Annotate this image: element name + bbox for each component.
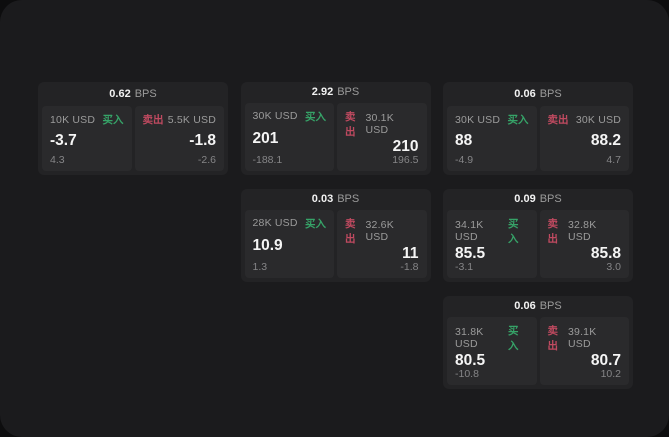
- spread-value: 0.03: [311, 193, 334, 206]
- spread-value: 0.09: [514, 193, 536, 206]
- quote-card: 2.92 BPS 30K USD 买入 201 -188.1 卖出 30.1K …: [240, 82, 431, 175]
- buy-delta: 1.3: [252, 261, 268, 273]
- sell-label: 卖出: [345, 217, 356, 245]
- buy-delta: -188.1: [252, 154, 283, 166]
- quote-card: 0.06 BPS 31.8K USD 买入 80.5 -10.8 卖出 39.1…: [443, 296, 633, 389]
- buy-label: 买入: [507, 114, 529, 126]
- quote-tiles: 31.8K USD 买入 80.5 -10.8 卖出 39.1K USD 80.…: [447, 316, 629, 385]
- sell-price: -1.8: [189, 131, 216, 149]
- sell-notional: 5.5K USD: [167, 113, 216, 126]
- buy-delta: -4.9: [455, 154, 474, 166]
- buy-label: 买入: [305, 217, 326, 230]
- buy-label: 买入: [102, 114, 124, 126]
- buy-price: 201: [252, 130, 279, 147]
- quote-tiles: 28K USD 买入 10.9 1.3 卖出 32.6K USD 11 -1.8: [244, 209, 427, 278]
- spread-header: 0.62 BPS: [42, 82, 224, 106]
- spread-value: 0.06: [514, 88, 536, 100]
- sell-tile[interactable]: 卖出 39.1K USD 80.7 10.2: [539, 316, 629, 385]
- quote-tiles: 34.1K USD 买入 85.5 -3.1 卖出 32.8K USD 85.8…: [447, 209, 629, 278]
- buy-label: 买入: [508, 217, 519, 245]
- quote-tiles: 30K USD 买入 88 -4.9 卖出 30K USD 88.2 4.7: [447, 106, 629, 171]
- quote-card: 0.03 BPS 28K USD 买入 10.9 1.3 卖出 32.6K US…: [240, 189, 431, 282]
- sell-label: 卖出: [142, 114, 164, 126]
- buy-notional: 10K USD: [50, 113, 96, 126]
- sell-delta: 196.5: [392, 154, 419, 166]
- buy-tile[interactable]: 31.8K USD 买入 80.5 -10.8: [447, 316, 537, 385]
- spread-unit-label: BPS: [134, 88, 157, 100]
- sell-delta: -2.6: [197, 154, 216, 166]
- sell-notional: 30K USD: [575, 113, 621, 126]
- sell-notional: 32.6K USD: [365, 218, 394, 243]
- spread-header: 0.06 BPS: [447, 82, 629, 106]
- buy-price: 10.9: [252, 237, 283, 254]
- spread-value: 0.62: [109, 88, 131, 100]
- buy-label: 买入: [305, 110, 326, 123]
- sell-tile[interactable]: 卖出 30K USD 88.2 4.7: [539, 106, 629, 171]
- spread-unit-label: BPS: [337, 86, 360, 99]
- sell-tile[interactable]: 卖出 30.1K USD 210 196.5: [337, 102, 427, 171]
- buy-price: 85.5: [455, 244, 486, 262]
- spread-header: 0.06 BPS: [447, 296, 629, 317]
- sell-tile[interactable]: 卖出 32.8K USD 85.8 3.0: [539, 209, 629, 278]
- quote-card: 0.06 BPS 30K USD 买入 88 -4.9 卖出 30K USD 8…: [443, 82, 633, 175]
- quote-card: 0.62 BPS 10K USD 买入 -3.7 4.3 卖出 5.5K USD…: [38, 82, 228, 175]
- buy-delta: 4.3: [50, 154, 65, 166]
- spread-header: 2.92 BPS: [245, 82, 427, 103]
- sell-price: 80.7: [590, 351, 621, 369]
- buy-notional: 30K USD: [252, 110, 298, 122]
- sell-notional: 32.8K USD: [567, 218, 597, 243]
- spread-value: 2.92: [311, 86, 334, 99]
- quote-tiles: 30K USD 买入 201 -188.1 卖出 30.1K USD 210 1…: [244, 102, 427, 171]
- buy-notional: 31.8K USD: [455, 325, 484, 350]
- buy-notional: 34.1K USD: [455, 218, 484, 243]
- sell-tile[interactable]: 卖出 32.6K USD 11 -1.8: [337, 209, 427, 278]
- sell-tile[interactable]: 卖出 5.5K USD -1.8 -2.6: [134, 106, 224, 171]
- quote-tiles: 10K USD 买入 -3.7 4.3 卖出 5.5K USD -1.8 -2.…: [42, 106, 224, 171]
- sell-label: 卖出: [547, 114, 569, 126]
- sell-delta: -1.8: [400, 261, 419, 273]
- buy-label: 买入: [508, 324, 519, 352]
- sell-delta: 4.7: [606, 154, 621, 166]
- spread-unit-label: BPS: [539, 88, 562, 100]
- buy-delta: -10.8: [455, 368, 479, 380]
- sell-delta: 10.2: [600, 368, 621, 380]
- buy-price: 88: [455, 131, 473, 149]
- sell-label: 卖出: [547, 217, 559, 245]
- buy-tile[interactable]: 30K USD 买入 201 -188.1: [244, 102, 334, 171]
- sell-notional: 39.1K USD: [567, 325, 597, 350]
- buy-tile[interactable]: 10K USD 买入 -3.7 4.3: [42, 106, 132, 171]
- spread-value: 0.06: [514, 300, 536, 313]
- buy-tile[interactable]: 30K USD 买入 88 -4.9: [447, 106, 537, 171]
- sell-delta: 3.0: [606, 261, 621, 273]
- quote-cards-grid: 0.62 BPS 10K USD 买入 -3.7 4.3 卖出 5.5K USD…: [38, 82, 633, 389]
- quote-card: 0.09 BPS 34.1K USD 买入 85.5 -3.1 卖出 32.8K…: [443, 189, 633, 282]
- sell-price: 85.8: [590, 244, 621, 262]
- spread-unit-label: BPS: [337, 193, 360, 206]
- buy-price: 80.5: [455, 351, 486, 369]
- buy-price: -3.7: [50, 131, 77, 149]
- sell-label: 卖出: [345, 110, 356, 138]
- buy-tile[interactable]: 28K USD 买入 10.9 1.3: [244, 209, 334, 278]
- buy-delta: -3.1: [455, 261, 474, 273]
- sell-notional: 30.1K USD: [365, 111, 394, 136]
- spread-header: 0.09 BPS: [447, 189, 629, 210]
- sell-price: 88.2: [590, 131, 621, 149]
- buy-notional: 28K USD: [252, 217, 298, 229]
- sell-label: 卖出: [547, 324, 559, 352]
- spread-header: 0.03 BPS: [245, 189, 427, 210]
- sell-price: 11: [402, 244, 419, 262]
- buy-tile[interactable]: 34.1K USD 买入 85.5 -3.1: [447, 209, 537, 278]
- spread-unit-label: BPS: [539, 300, 562, 313]
- sell-price: 210: [392, 137, 419, 155]
- buy-notional: 30K USD: [455, 113, 501, 126]
- spread-unit-label: BPS: [539, 193, 562, 206]
